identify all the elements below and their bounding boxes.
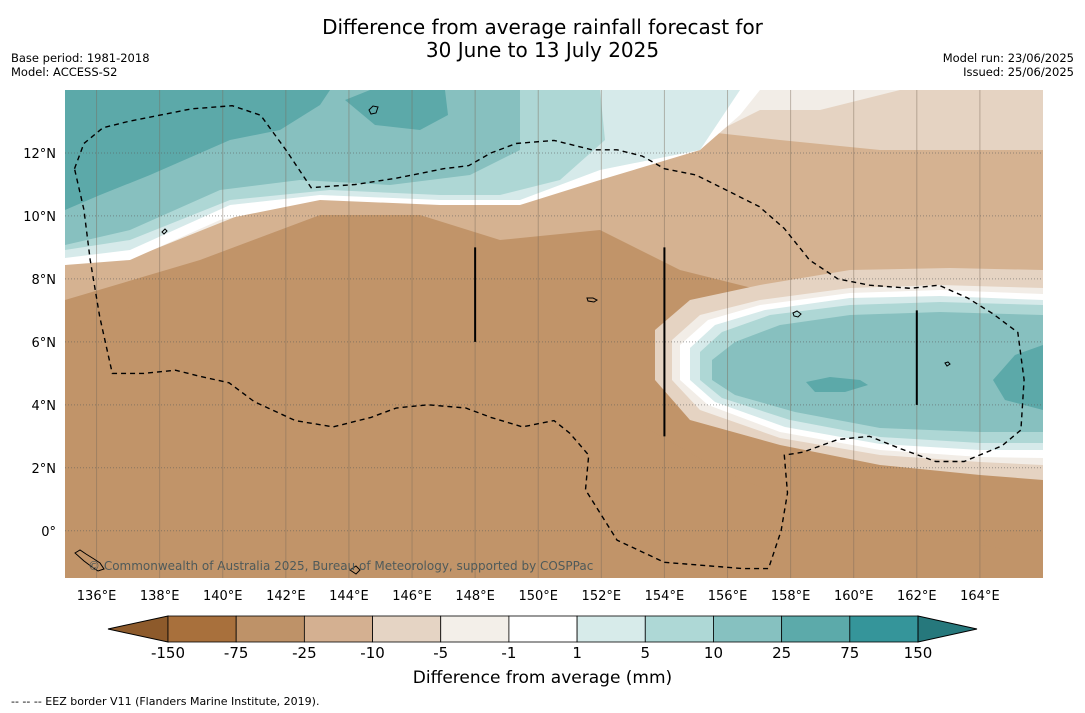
- island-outline: [161, 228, 168, 235]
- x-tick-label: 160°E: [834, 589, 874, 604]
- graticule: [65, 90, 1043, 578]
- colorbar-segment: [849, 615, 919, 643]
- y-axis-ticks: 0° 2°N 4°N 6°N 8°N 10°N 12°N: [23, 147, 56, 540]
- colorbar-tick-label: -150: [151, 644, 185, 662]
- island-outline: [74, 549, 105, 572]
- colorbar-segment: [508, 615, 578, 643]
- colorbar-segment: [167, 615, 237, 643]
- x-tick-label: 158°E: [771, 589, 811, 604]
- title-line-1: Difference from average rainfall forecas…: [322, 15, 763, 39]
- colorbar-tick-label: 75: [840, 644, 859, 662]
- x-tick-label: 136°E: [77, 589, 117, 604]
- colorbar-tick-label: 150: [904, 644, 933, 662]
- colorbar-segment: [372, 615, 442, 643]
- base-period: Base period: 1981-2018: [11, 51, 150, 65]
- rainfall-anomaly-map: © Commonwealth of Australia 2025, Bureau…: [65, 90, 1043, 578]
- y-tick-label: 10°N: [23, 210, 56, 225]
- island-outline: [944, 361, 951, 367]
- x-tick-label: 148°E: [455, 589, 495, 604]
- contour-core-dry: [65, 265, 1043, 578]
- x-tick-label: 146°E: [392, 589, 432, 604]
- colorbar-tick-label: 1: [572, 644, 582, 662]
- island-outline: [586, 297, 598, 303]
- copyright-notice: © Commonwealth of Australia 2025, Bureau…: [88, 559, 593, 573]
- x-tick-label: 144°E: [329, 589, 369, 604]
- island-outline: [368, 105, 379, 115]
- colorbar-tick-label: -5: [433, 644, 448, 662]
- colorbar-extend-low: [107, 615, 169, 643]
- x-tick-label: 150°E: [518, 589, 558, 604]
- y-tick-label: 12°N: [23, 147, 56, 162]
- y-tick-label: 4°N: [32, 399, 57, 414]
- colorbar-segment: [440, 615, 510, 643]
- x-tick-label: 154°E: [645, 589, 685, 604]
- colorbar-tick-label: -25: [292, 644, 317, 662]
- x-tick-label: 156°E: [708, 589, 748, 604]
- colorbar-tick-label: -1: [501, 644, 516, 662]
- colorbar-label: Difference from average (mm): [412, 668, 673, 688]
- x-tick-label: 152°E: [582, 589, 622, 604]
- model-run-date: Model run: 23/06/2025: [942, 51, 1074, 65]
- contour-blob-east-5: [993, 345, 1043, 410]
- y-tick-label: 6°N: [32, 336, 57, 351]
- contour-blob-north-small: [345, 90, 448, 130]
- colorbar: -150 -75 -25 -10 -5 -1 1 5 10 25 75 150: [107, 615, 978, 662]
- eez-footnote: -- -- -- EEZ border V11 (Flanders Marine…: [11, 695, 320, 708]
- x-tick-label: 140°E: [203, 589, 243, 604]
- colorbar-segment: [576, 615, 646, 643]
- colorbar-tick-label: -75: [224, 644, 249, 662]
- issued-date: Issued: 25/06/2025: [963, 65, 1074, 79]
- colorbar-tick-label: 5: [640, 644, 650, 662]
- island-outline: [792, 310, 802, 318]
- island-outlines: [74, 105, 951, 575]
- colorbar-segment: [235, 615, 305, 643]
- colorbar-segment: [713, 615, 783, 643]
- title-line-2: 30 June to 13 July 2025: [425, 38, 660, 62]
- y-tick-label: 8°N: [32, 273, 57, 288]
- meta-right: Model run: 23/06/2025 Issued: 25/06/2025: [943, 51, 1074, 79]
- model-name: Model: ACCESS-S2: [11, 65, 118, 79]
- colorbar-extend-high: [917, 615, 978, 643]
- x-tick-label: 142°E: [266, 589, 306, 604]
- colorbar-tick-label: -10: [360, 644, 385, 662]
- colorbar-segment: [781, 615, 851, 643]
- x-tick-label: 164°E: [960, 589, 1000, 604]
- colorbar-tick-label: 25: [772, 644, 791, 662]
- contour-blob-east-4: [806, 377, 868, 392]
- colorbar-segment: [644, 615, 714, 643]
- colorbar-segment: [303, 615, 373, 643]
- colorbar-tick-label: 10: [704, 644, 723, 662]
- x-tick-label: 162°E: [897, 589, 937, 604]
- island-outline: [349, 565, 361, 575]
- y-tick-label: 0°: [41, 525, 56, 540]
- transect-lines: [474, 247, 918, 437]
- x-axis-ticks: 136°E 138°E 140°E 142°E 144°E 146°E 148°E 150°E…: [77, 589, 1000, 604]
- meta-left: Base period: 1981-2018 Model: ACCESS-S2: [11, 51, 150, 79]
- y-tick-label: 2°N: [32, 462, 57, 477]
- x-tick-label: 138°E: [140, 589, 180, 604]
